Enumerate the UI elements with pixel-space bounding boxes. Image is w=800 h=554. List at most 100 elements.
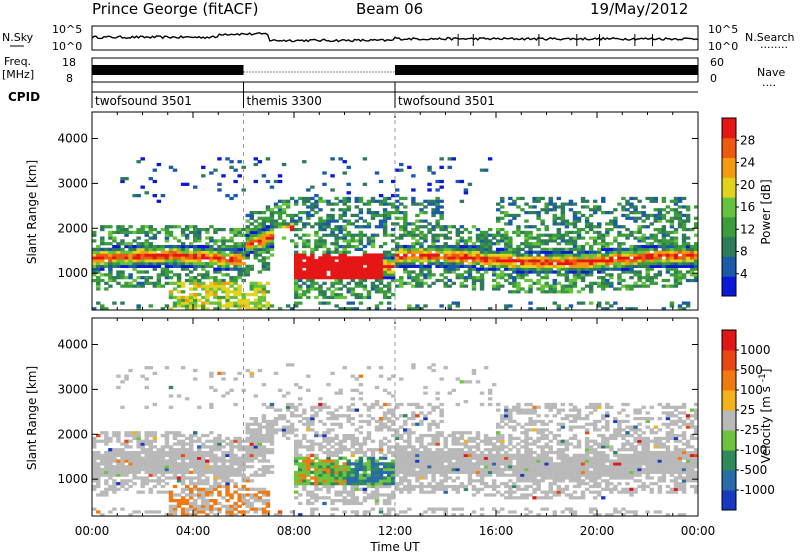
power-cell [225,301,230,305]
velocity-cell [197,467,202,472]
velocity-cell [302,482,307,486]
power-cell [407,230,412,235]
velocity-cell [176,470,182,474]
power-cell [544,239,549,243]
velocity-cell [132,431,137,435]
power-cell [532,281,537,285]
power-cell [597,222,602,226]
power-cell [500,233,505,237]
power-cell [358,278,364,283]
power-cell [193,287,198,291]
velocity-cell [390,459,396,463]
velocity-cell [439,465,444,469]
velocity-cell [128,445,133,449]
velocity-cell [124,470,129,474]
power-cell [100,250,105,254]
velocity-cell [386,411,392,415]
power-cell [564,233,570,237]
power-cell [249,301,254,305]
power-cell [613,239,618,243]
power-cell [237,290,242,294]
velocity-cell [342,490,347,494]
velocity-cell [148,465,153,469]
power-cell [415,304,420,308]
power-cell [556,196,562,201]
power-cell [237,160,242,164]
power-cell [302,290,307,294]
velocity-cell [160,450,166,455]
power-cell [443,236,448,240]
velocity-cell [180,453,186,457]
power-cell [152,194,158,198]
velocity-cell [423,465,428,469]
power-cell [156,264,162,268]
velocity-cell [423,450,428,455]
velocity-cell [407,459,412,463]
velocity-cell [334,462,339,466]
power-cell [148,276,153,280]
power-cell [483,256,489,260]
power-cell [415,247,420,251]
power-cell [592,236,598,240]
velocity-cell [209,385,214,390]
power-cell [237,174,242,178]
velocity-cell [124,465,129,469]
power-cell [613,236,618,240]
power-cell [100,242,105,246]
velocity-cell [152,450,158,455]
power-cell [281,202,287,206]
power-cell [386,287,392,291]
power-cell [213,239,218,243]
power-cell [310,213,315,218]
power-cell [508,247,513,251]
power-cell [172,287,178,291]
power-cell [576,250,582,254]
power-cell [148,230,153,235]
velocity-cell [140,439,145,443]
velocity-cell [168,490,174,494]
power-cell [378,244,384,249]
power-cell [213,230,218,235]
power-cell [318,208,323,212]
velocity-cell [374,479,380,483]
velocity-cell [188,490,194,494]
power-cell [269,304,275,308]
power-cell [201,276,206,280]
power-cell [693,247,699,251]
power-cell [382,267,388,271]
power-cell [96,287,101,291]
velocity-cell [334,507,339,511]
velocity-cell [156,465,162,469]
power-cell [601,264,606,268]
velocity-cell [168,431,174,435]
velocity-cell [338,499,343,503]
power-cell [467,239,473,243]
power-cell [213,281,218,285]
velocity-cell [148,433,153,438]
power-cell [302,281,307,285]
power-cell [213,295,218,300]
power-cell [366,199,372,203]
power-cell [580,273,586,277]
power-cell [136,264,141,268]
power-cell [661,196,667,201]
power-cell [463,227,469,232]
velocity-cell [366,473,372,477]
velocity-cell [257,487,263,491]
velocity-cell [241,473,246,477]
velocity-cell [395,467,400,472]
power-cell [665,205,671,209]
velocity-cell [148,490,153,494]
power-cell [322,276,327,280]
velocity-cell [322,433,327,438]
velocity-cell [225,479,230,483]
power-cell [435,259,440,263]
velocity-cell [354,377,360,381]
power-cell [568,287,574,291]
power-cell [552,290,557,294]
power-cell [104,307,109,311]
power-cell [649,261,654,266]
velocity-cell [124,467,129,472]
power-cell [164,276,170,280]
power-cell [257,301,263,305]
